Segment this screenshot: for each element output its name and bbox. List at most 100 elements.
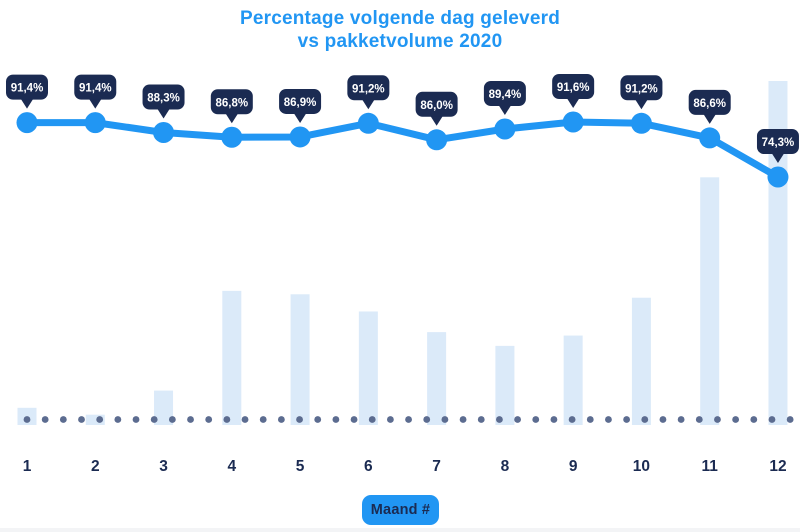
value-badge-tail-8	[497, 103, 512, 115]
value-badge-tail-4	[224, 112, 239, 124]
value-badge-tail-6	[361, 98, 376, 110]
value-badge-tail-9	[566, 97, 581, 108]
value-badge-label-7: 86,0%	[420, 100, 453, 112]
value-badge-8	[483, 80, 526, 106]
value-badge-3	[142, 84, 185, 110]
x-tick-1: 1	[23, 458, 32, 475]
baseline-dot	[296, 416, 303, 423]
value-badge-label-8: 89,4%	[489, 89, 522, 101]
value-badge-4	[210, 89, 253, 115]
value-badge-tail-7	[429, 114, 444, 126]
bar-month-2	[85, 414, 105, 425]
x-axis-label-badge: Maand #	[362, 495, 439, 525]
pct-marker-12	[767, 166, 789, 188]
x-tick-9: 9	[569, 458, 578, 475]
baseline-dot	[23, 416, 31, 423]
value-badge-tail-11	[702, 112, 717, 124]
baseline-dot	[677, 416, 685, 423]
pct-marker-8	[494, 118, 516, 140]
baseline-dot	[605, 416, 612, 423]
x-tick-10: 10	[633, 458, 650, 475]
value-badge-7	[415, 91, 458, 117]
baseline-dot	[168, 416, 176, 423]
baseline-dot	[205, 416, 213, 423]
baseline-dot	[41, 416, 49, 423]
value-badge-12	[756, 129, 799, 154]
value-badge-label-12: 74,3%	[762, 137, 795, 149]
x-tick-7: 7	[432, 458, 441, 475]
baseline-dot	[423, 416, 431, 423]
value-badge-11	[688, 89, 731, 115]
baseline-dot	[332, 416, 340, 423]
baseline-dot	[550, 416, 558, 423]
value-badge-label-9: 91,6%	[557, 82, 590, 94]
value-badge-label-10: 91,2%	[625, 83, 658, 95]
bar-month-9	[563, 335, 583, 425]
baseline-dot	[532, 416, 540, 423]
baseline-dot	[586, 416, 594, 423]
baseline-dot	[150, 416, 158, 423]
baseline-dot	[259, 416, 267, 423]
pct-marker-7	[426, 129, 448, 151]
baseline-dot	[59, 416, 67, 423]
baseline-dot	[441, 416, 449, 423]
baseline-dot	[768, 416, 776, 423]
x-tick-5: 5	[296, 458, 305, 475]
bar-month-5	[290, 294, 310, 425]
bar-month-12	[768, 81, 788, 425]
value-badge-1	[6, 74, 48, 100]
baseline-dot	[114, 416, 122, 423]
x-tick-8: 8	[501, 458, 510, 475]
pct-marker-6	[357, 112, 379, 134]
baseline-dot	[477, 416, 485, 423]
bar-month-8	[495, 345, 515, 425]
baseline-dot	[514, 416, 521, 423]
chart-title-line1: Percentage volgende dag geleverd	[239, 8, 560, 29]
value-badge-tail-2	[88, 97, 103, 109]
baseline-dot	[132, 416, 140, 423]
baseline-dot	[732, 416, 740, 423]
baseline-dot	[368, 416, 376, 423]
bar-month-10	[631, 297, 651, 425]
baseline-dot	[496, 416, 503, 423]
baseline-dot	[350, 416, 358, 423]
x-tick-3: 3	[159, 458, 168, 475]
baseline-dot	[387, 416, 394, 423]
baseline-dot	[695, 416, 703, 423]
baseline-dot	[187, 416, 194, 423]
baseline-dot	[714, 416, 721, 423]
baseline-dot	[314, 416, 322, 423]
baseline-dot	[405, 416, 412, 423]
value-badge-tail-1	[20, 97, 34, 109]
pct-marker-4	[221, 126, 243, 148]
value-badge-label-2: 91,4%	[79, 83, 112, 95]
value-badge-tail-5	[293, 111, 308, 123]
baseline-dot	[786, 416, 794, 423]
value-badge-10	[620, 75, 663, 101]
pct-line	[23, 118, 782, 181]
baseline-dot	[623, 416, 631, 423]
pct-marker-10	[630, 112, 652, 134]
value-badge-label-5: 86,9%	[284, 97, 317, 109]
page-bottom-strip	[0, 528, 800, 532]
baseline-dot	[659, 416, 667, 423]
value-badge-9	[552, 74, 595, 99]
baseline-dot	[96, 416, 104, 423]
value-badge-5	[279, 88, 322, 114]
value-badge-tail-3	[156, 107, 171, 119]
pct-marker-11	[699, 127, 721, 149]
value-badge-2	[74, 74, 117, 100]
bar-month-6	[358, 311, 378, 425]
value-badge-label-3: 88,3%	[147, 92, 180, 104]
bar-month-11	[700, 177, 720, 425]
chart-title-line2: vs pakketvolume 2020	[297, 31, 503, 52]
pct-marker-2	[84, 112, 106, 134]
pct-marker-9	[562, 111, 584, 133]
pct-marker-3	[153, 121, 175, 143]
bar-month-7	[427, 332, 447, 425]
baseline-dot	[223, 416, 231, 423]
chart-title: Percentage volgende dag geleverd vs pakk…	[0, 7, 800, 53]
x-tick-12: 12	[769, 458, 786, 475]
